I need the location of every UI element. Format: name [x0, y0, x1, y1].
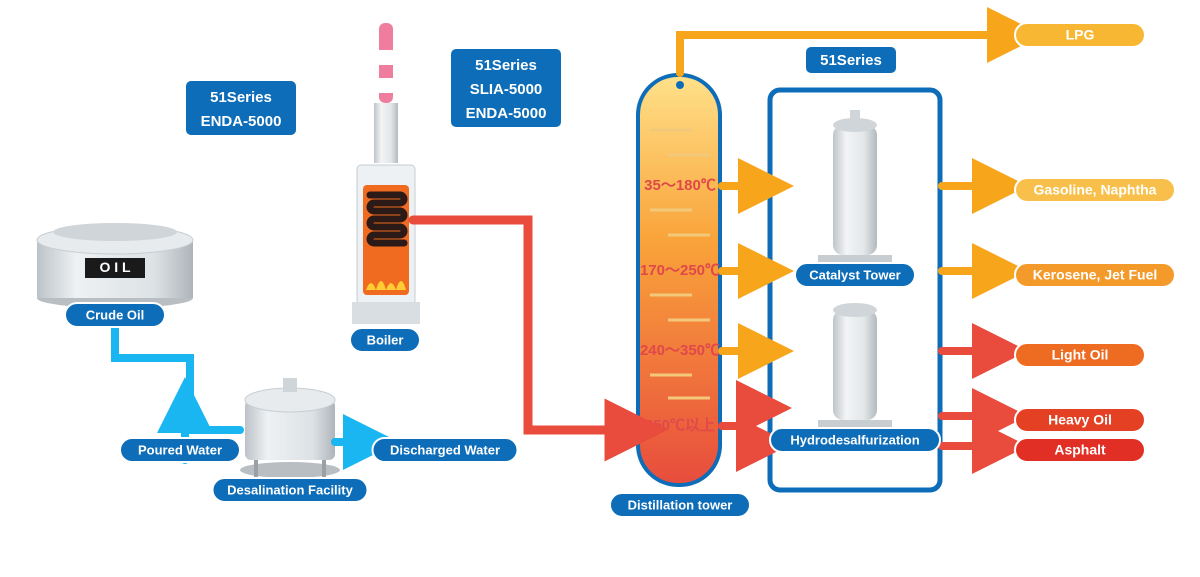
temp-range-1: 35～180℃: [644, 177, 716, 194]
hydro-tower: [818, 303, 892, 430]
series-tag-3: 51Series: [805, 46, 897, 74]
svg-text:Boiler: Boiler: [367, 332, 404, 347]
boiler: [352, 23, 420, 324]
product-0: LPG: [1015, 23, 1145, 47]
desalination-tank: [240, 378, 340, 480]
product-1: Gasoline, Naphtha: [1015, 178, 1175, 202]
svg-text:Crude Oil: Crude Oil: [86, 307, 145, 322]
svg-text:51Series: 51Series: [475, 57, 537, 74]
label-desalination: Desalination Facility: [213, 478, 368, 502]
label-boiler: Boiler: [350, 328, 420, 352]
oil-tank: O I L: [37, 223, 193, 308]
svg-text:Catalyst Tower: Catalyst Tower: [809, 267, 901, 282]
svg-text:Light Oil: Light Oil: [1052, 347, 1109, 363]
svg-text:Hydrodesalfurization: Hydrodesalfurization: [790, 432, 919, 447]
product-4: Heavy Oil: [1015, 408, 1145, 432]
product-5: Asphalt: [1015, 438, 1145, 462]
label-catalyst: Catalyst Tower: [795, 263, 915, 287]
svg-text:Gasoline, Naphtha: Gasoline, Naphtha: [1034, 182, 1157, 198]
svg-text:ENDA-5000: ENDA-5000: [466, 105, 547, 122]
series-tag-2: 51Series SLIA-5000 ENDA-5000: [450, 48, 562, 128]
svg-text:Kerosene, Jet Fuel: Kerosene, Jet Fuel: [1033, 267, 1158, 283]
oil-tank-label: O I L: [99, 259, 131, 275]
svg-text:51Series: 51Series: [210, 89, 272, 106]
svg-text:Heavy Oil: Heavy Oil: [1048, 412, 1112, 428]
label-hydro: Hydrodesalfurization: [770, 428, 940, 452]
svg-text:51Series: 51Series: [820, 52, 882, 69]
svg-text:Poured Water: Poured Water: [138, 442, 222, 457]
distillation-tower: 35～180℃ 170～250℃ 240～350℃ 350℃以上: [638, 75, 720, 485]
svg-text:SLIA-5000: SLIA-5000: [470, 81, 543, 98]
temp-range-4: 350℃以上: [645, 417, 715, 434]
product-2: Kerosene, Jet Fuel: [1015, 263, 1175, 287]
svg-text:ENDA-5000: ENDA-5000: [201, 113, 282, 130]
series-tag-1: 51Series ENDA-5000: [185, 80, 297, 136]
label-discharged: Discharged Water: [373, 438, 518, 462]
catalyst-tower: [818, 110, 892, 265]
temp-range-2: 170～250℃: [640, 262, 720, 279]
svg-text:Discharged Water: Discharged Water: [390, 442, 500, 457]
label-distillation: Distillation tower: [610, 493, 750, 517]
product-3: Light Oil: [1015, 343, 1145, 367]
temp-range-3: 240～350℃: [640, 342, 720, 359]
svg-text:Distillation tower: Distillation tower: [628, 497, 733, 512]
svg-text:Desalination Facility: Desalination Facility: [227, 482, 353, 497]
label-poured_water: Poured Water: [120, 438, 240, 462]
svg-text:Asphalt: Asphalt: [1054, 442, 1106, 458]
label-crude_oil: Crude Oil: [65, 303, 165, 327]
svg-text:LPG: LPG: [1066, 27, 1095, 43]
